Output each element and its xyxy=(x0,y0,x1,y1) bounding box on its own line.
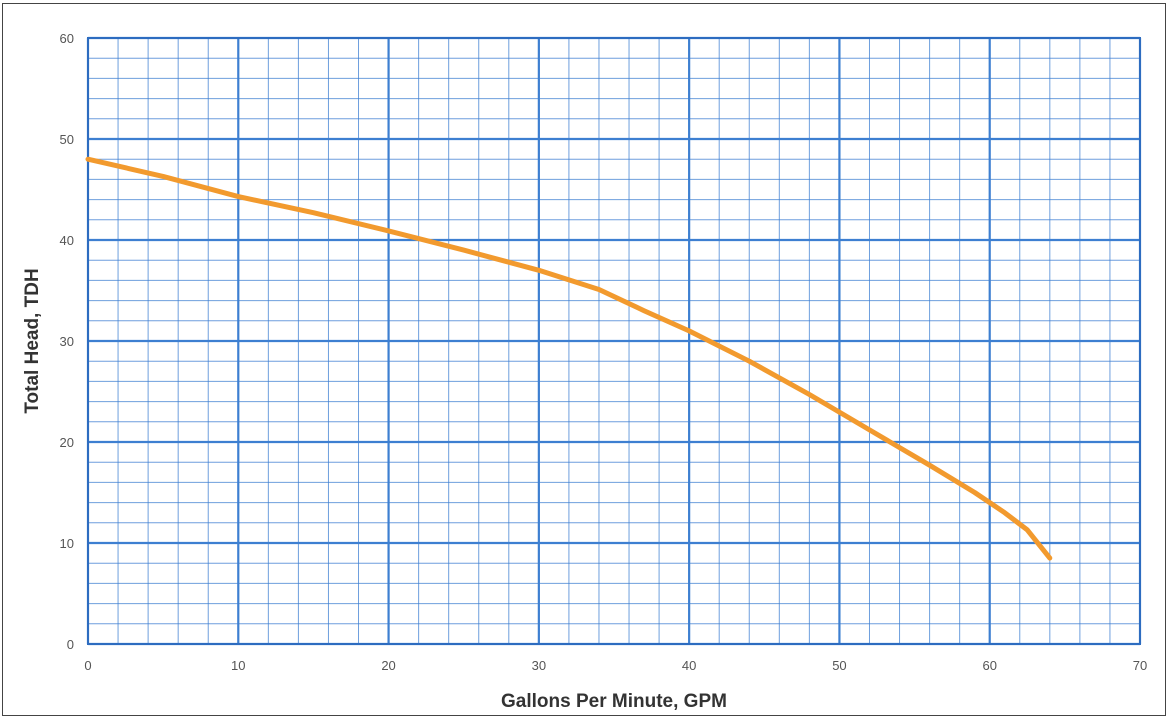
y-tick-label: 0 xyxy=(67,637,74,652)
chart-frame xyxy=(2,3,1166,716)
series-layer xyxy=(85,156,1053,561)
x-tick-label: 70 xyxy=(1133,658,1147,673)
x-tick-label: 20 xyxy=(381,658,395,673)
y-tick-label: 60 xyxy=(60,31,74,46)
y-tick-label: 40 xyxy=(60,233,74,248)
y-tick-label: 10 xyxy=(60,536,74,551)
plot-border xyxy=(87,37,1141,645)
major-grid xyxy=(86,36,1142,646)
x-tick-label: 60 xyxy=(982,658,996,673)
plot-area-border xyxy=(87,37,1141,645)
y-tick-label: 30 xyxy=(60,334,74,349)
y-tick-labels: 0 10 20 30 40 50 60 xyxy=(60,31,74,652)
x-tick-label: 10 xyxy=(231,658,245,673)
x-tick-label: 50 xyxy=(832,658,846,673)
x-tick-label: 0 xyxy=(84,658,91,673)
y-tick-label: 20 xyxy=(60,435,74,450)
y-axis-title: Total Head, TDH xyxy=(22,268,43,413)
x-axis-title: Gallons Per Minute, GPM xyxy=(501,691,727,712)
y-tick-label: 50 xyxy=(60,132,74,147)
x-tick-label: 40 xyxy=(682,658,696,673)
x-tick-labels: 0 10 20 30 40 50 60 70 xyxy=(84,658,1147,673)
x-tick-label: 30 xyxy=(532,658,546,673)
pump-curve-line xyxy=(85,156,1053,561)
